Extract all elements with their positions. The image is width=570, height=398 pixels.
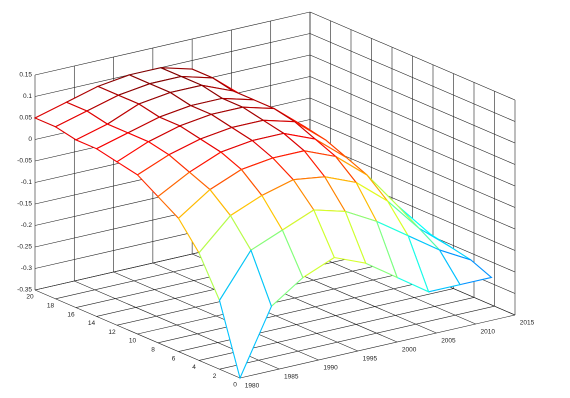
x-tick-label: 1985 [284,374,299,381]
floor-grid-line [219,305,495,370]
y-tick-label: 16 [67,311,75,318]
z-tick-label: -0.1 [21,179,33,186]
z-tick-label: -0.05 [17,158,32,165]
wall-grid-line [309,119,516,208]
z-tick-label: -0.3 [21,265,33,272]
wall-grid-line [309,97,516,187]
y-tick-label: 18 [47,303,55,310]
x-tick-label: 1980 [245,383,260,390]
y-tick-label: 6 [172,355,176,362]
wall-grid-line [34,11,311,76]
z-tick-label: -0.25 [17,244,32,251]
wall-grid-line [309,33,516,122]
z-tick-label: -0.35 [17,287,32,294]
y-tick-label: 2 [213,373,217,380]
y-tick-label: 20 [26,294,34,301]
y-tick-label: 4 [192,364,196,371]
y-tick-label: 12 [108,329,116,336]
wall-grid-line [309,54,516,144]
x-tick-label: 2000 [402,347,417,354]
x-tick-label: 2010 [480,329,495,336]
z-tick-label: 0.15 [19,72,32,79]
y-tick-label: 8 [151,347,155,354]
y-tick-label: 0 [233,382,237,389]
x-tick-label: 2015 [520,320,535,327]
x-tick-label: 1995 [363,356,378,363]
y-tick-label: 14 [88,320,96,327]
wall-grid-line [309,76,516,165]
z-tick-label: -0.2 [21,222,33,229]
x-tick-label: 2005 [441,338,456,345]
floor-grid-line [157,279,434,344]
y-tick-label: 10 [129,338,137,345]
floor-grid-line [239,314,516,379]
z-tick-label: 0 [28,136,32,143]
wall-grid-line [309,11,516,101]
wall-grid-line [34,33,311,97]
z-tick-label: 0.05 [19,115,32,122]
z-tick-label: 0.1 [23,93,32,100]
floor-grid-line [178,288,454,352]
x-tick-label: 1990 [323,365,338,372]
mesh-cell [218,248,273,380]
z-tick-label: -0.15 [17,201,32,208]
